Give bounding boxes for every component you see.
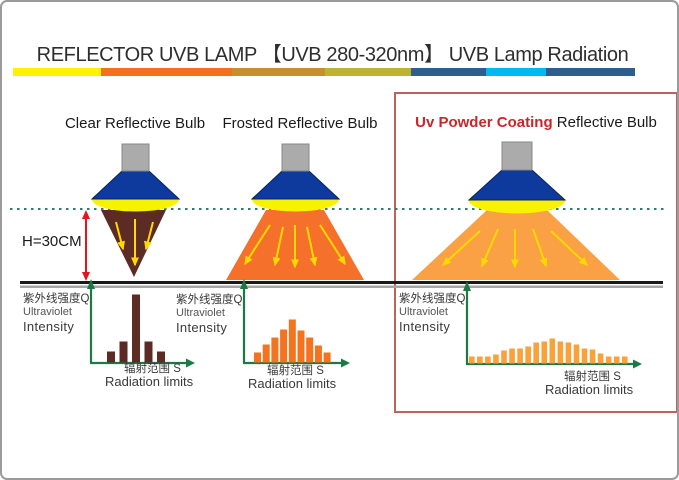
intensity-bar bbox=[477, 356, 483, 364]
section-title-powder-highlight: Uv Powder Coating bbox=[415, 114, 553, 131]
intensity-bar bbox=[541, 341, 548, 364]
chart-3-axes bbox=[463, 281, 642, 369]
chart-3-ylabel: 紫外线强度Q Ultraviolet Intensity bbox=[399, 293, 465, 335]
chart-2-xlabel: 辐射范围 S Radiation limits bbox=[248, 365, 336, 391]
chart-3-bars bbox=[469, 338, 628, 364]
spectrum-segment-yellow bbox=[13, 68, 101, 76]
intensity-bar bbox=[157, 351, 165, 363]
spectrum-segment-steel-blue2 bbox=[546, 68, 635, 76]
beam-clear-arrows bbox=[115, 219, 154, 267]
intensity-bar bbox=[262, 344, 270, 363]
intensity-bar bbox=[573, 344, 580, 364]
chart-1-xlabel: 辐射范围 S Radiation limits bbox=[105, 363, 193, 389]
chart-1-ylabel: 紫外线强度Q Ultraviolet Intensity bbox=[23, 293, 89, 335]
intensity-bar bbox=[280, 329, 288, 363]
intensity-bar bbox=[605, 356, 612, 364]
spectrum-segment-olive bbox=[325, 68, 411, 76]
chart-2-ylabel: 紫外线强度Q Ultraviolet Intensity bbox=[176, 294, 242, 336]
height-arrow bbox=[82, 210, 90, 281]
intensity-bar bbox=[323, 352, 331, 363]
intensity-bar bbox=[132, 294, 140, 363]
intensity-bar bbox=[271, 337, 279, 363]
chart-1-axes bbox=[87, 279, 195, 368]
intensity-bar bbox=[597, 353, 604, 364]
lamp-frosted bbox=[250, 143, 341, 212]
chart-3-ylabel-cn: 紫外线强度Q bbox=[399, 293, 466, 305]
intensity-bar bbox=[581, 348, 588, 364]
intensity-bar bbox=[306, 337, 314, 363]
section-title-powder-rest: Reflective Bulb bbox=[552, 114, 657, 131]
lamp-socket bbox=[121, 143, 150, 172]
lamp-socket bbox=[501, 141, 533, 171]
chart-3-ylabel-en1: Ultraviolet bbox=[399, 305, 448, 318]
lamp-reflector-cone bbox=[90, 170, 181, 200]
lamp-reflector-cone bbox=[250, 170, 341, 200]
spectrum-segment-steel-blue bbox=[411, 68, 486, 76]
spectrum-segment-cyan bbox=[486, 68, 546, 76]
intensity-bar bbox=[565, 342, 572, 364]
lamp-reflector-cone bbox=[467, 169, 567, 201]
chart-2-ylabel-cn: 紫外线强度Q bbox=[176, 294, 243, 306]
chart-3-xlabel: 辐射范围 S Radiation limits bbox=[545, 371, 633, 397]
intensity-bar bbox=[469, 356, 475, 364]
chart-1-bars bbox=[107, 294, 165, 363]
spectrum-bar bbox=[13, 68, 635, 76]
beam-frosted-arrows bbox=[244, 224, 346, 269]
lamp-socket bbox=[281, 143, 310, 172]
highlight-frame bbox=[394, 92, 677, 413]
ground-line-shadow bbox=[20, 285, 663, 288]
intensity-bar bbox=[144, 341, 153, 363]
intensity-bar bbox=[119, 341, 128, 363]
chart-3-xlabel-en: Radiation limits bbox=[545, 382, 634, 398]
beam-powder-arrows bbox=[441, 228, 589, 269]
intensity-bar bbox=[107, 351, 115, 363]
intensity-bar bbox=[509, 348, 515, 364]
chart-2-xlabel-cn: 辐射范围 S bbox=[267, 365, 324, 377]
intensity-bar bbox=[549, 338, 556, 364]
chart-3-ylabel-en2: Intensity bbox=[399, 319, 451, 335]
intensity-bar bbox=[613, 356, 620, 364]
chart-3-xlabel-cn: 辐射范围 S bbox=[564, 371, 621, 383]
intensity-bar bbox=[557, 341, 564, 364]
intensity-bar bbox=[589, 349, 596, 364]
intensity-bar bbox=[254, 352, 261, 363]
intensity-bar bbox=[288, 319, 296, 363]
spectrum-segment-goldenrod bbox=[232, 68, 325, 76]
intensity-bar bbox=[501, 350, 507, 364]
spectrum-segment-orange bbox=[101, 68, 232, 76]
section-title-clear: Clear Reflective Bulb bbox=[64, 115, 206, 132]
chart-1-ylabel-en2: Intensity bbox=[23, 319, 75, 335]
chart-2-axes bbox=[240, 279, 350, 368]
intensity-bar bbox=[314, 345, 322, 363]
chart-2-ylabel-en2: Intensity bbox=[176, 320, 228, 336]
ground-line bbox=[20, 281, 663, 284]
intensity-bar bbox=[297, 330, 305, 363]
intensity-bar bbox=[533, 342, 539, 364]
chart-1-ylabel-cn: 紫外线强度Q bbox=[23, 293, 90, 305]
lamp-powder bbox=[467, 141, 567, 214]
chart-1-xlabel-en: Radiation limits bbox=[105, 374, 194, 390]
chart-1-ylabel-en1: Ultraviolet bbox=[23, 305, 72, 318]
beam-clear bbox=[101, 210, 166, 277]
height-label: H=30CM bbox=[22, 233, 82, 250]
intensity-bar bbox=[493, 354, 499, 364]
section-title-frosted: Frosted Reflective Bulb bbox=[222, 115, 378, 132]
chart-2-bars bbox=[254, 319, 331, 363]
intensity-bar bbox=[525, 346, 531, 364]
section-title-powder: Uv Powder Coating Reflective Bulb bbox=[400, 114, 672, 131]
page-title: REFLECTOR UVB LAMP 【UVB 280-320nm】 UVB L… bbox=[36, 44, 629, 66]
chart-1-xlabel-cn: 辐射范围 S bbox=[124, 363, 181, 375]
intensity-bar bbox=[485, 356, 491, 364]
lamp-clear bbox=[90, 143, 181, 212]
intensity-bar bbox=[621, 356, 628, 364]
chart-2-ylabel-en1: Ultraviolet bbox=[176, 306, 225, 319]
intensity-bar bbox=[517, 348, 523, 364]
chart-2-xlabel-en: Radiation limits bbox=[248, 376, 337, 392]
